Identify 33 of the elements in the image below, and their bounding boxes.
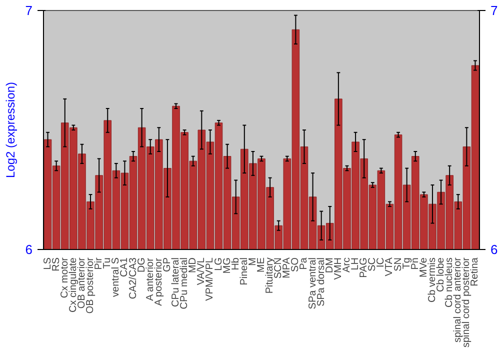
x-tick-label: VPM/VPL <box>204 257 216 301</box>
y2-tick-label: 7 <box>490 3 498 18</box>
x-tick-label: DG <box>136 257 148 272</box>
x-tick-label: OB posterior <box>85 256 96 314</box>
x-tick-label: Pa <box>298 257 310 270</box>
x-tick-label: MVe <box>418 257 430 278</box>
x-tick-label: VMH <box>332 257 344 280</box>
x-tick-label: Retina <box>470 257 481 286</box>
y2-tick-label: 6 <box>490 242 498 257</box>
x-tick-label: Cx cingulate <box>68 257 79 313</box>
x-tick-label: spinal cord posterior <box>461 256 472 348</box>
x-tick-label: CA1 <box>119 257 130 277</box>
x-tick-label: LG <box>213 257 224 271</box>
x-tick-label: SN <box>392 257 404 272</box>
x-tick-label: Hb <box>230 257 242 270</box>
x-tick-label: OB anterior <box>76 256 88 309</box>
x-tick-label: DM <box>324 257 336 274</box>
x-tick-label: ME <box>256 257 267 272</box>
x-tick-label: Pituitary <box>264 258 276 294</box>
x-tick-label: CA2/CA3 <box>128 257 139 300</box>
x-tick-label: VTA <box>384 257 396 276</box>
x-tick-label: M <box>247 257 258 266</box>
x-tick-label: LS <box>42 257 54 270</box>
x-tick-label: Pn <box>410 257 421 270</box>
y-axis-title: Log2 (expression) <box>3 82 18 178</box>
x-tick-label: Arc <box>341 258 352 272</box>
x-tick-label: A posterior <box>153 257 164 306</box>
x-tick-label: GP <box>162 257 173 272</box>
x-tick-label: SPa dorsal <box>316 257 327 306</box>
x-tick-label: A anterior <box>144 257 156 301</box>
x-tick-label: RS <box>50 257 62 272</box>
x-tick-label: Tg <box>401 258 412 270</box>
x-tick-label: Pineal <box>238 257 250 286</box>
